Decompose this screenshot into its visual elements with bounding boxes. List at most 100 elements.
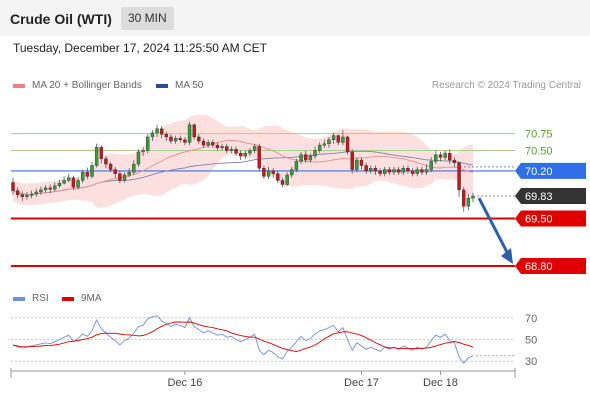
level-tag-69-83: 69.83 [515,188,586,205]
candle [29,190,34,199]
candle-body [169,136,173,142]
candle-body [248,150,252,154]
candle [322,139,327,148]
candle-body [220,146,224,149]
candle-body [392,169,396,173]
candle [150,130,155,142]
candle [317,142,322,154]
candle [434,150,438,165]
candle [57,179,62,188]
candle [141,147,145,156]
candle-body [173,138,178,142]
candle-body [415,169,419,174]
candle-body [80,172,85,181]
candle [15,187,20,199]
candle-body [94,146,99,166]
candle-body [187,124,192,143]
candle [429,157,433,173]
candle-body [243,153,248,157]
candle-body [429,161,433,170]
candle-body [313,150,317,157]
candle-body [150,132,155,138]
candle-body [373,168,378,172]
candle [248,147,252,156]
candle-body [43,187,48,191]
candle-body [48,187,52,190]
candle-body [62,180,66,184]
candle [192,123,196,140]
candle [146,134,150,154]
candle-body [396,169,401,173]
candle [183,136,187,146]
candle-body [308,155,313,161]
candle-body [378,170,382,174]
candle [448,149,452,165]
rsi-ma9-line [12,321,474,352]
candle [443,150,447,161]
x-tick-label: Dec 17 [344,377,379,389]
candle-body [113,169,117,174]
candle-body [331,135,336,140]
candle-body [345,136,350,153]
candle-body [466,197,471,207]
candle-body [11,182,15,191]
candle-body [294,161,299,170]
x-tick-label: Dec 18 [423,377,458,389]
candle [62,176,66,185]
candle-body [141,150,145,153]
candle [90,162,94,179]
candle-body [76,180,80,188]
bollinger-band-area [13,114,473,208]
candle-body [159,128,164,135]
candle [392,166,396,175]
level-tag-68-80: 68.80 [515,258,586,275]
candle [48,184,52,194]
candle [345,135,350,155]
ma50-legend-label: MA 50 [175,80,204,91]
candle [252,143,257,154]
candle-body [280,180,285,185]
level-tag-text: 69.83 [525,191,553,203]
candle-body [452,159,457,163]
ma20-legend-label: MA 20 + Bollinger Bands [32,80,142,91]
candle [299,151,303,165]
candle-body [434,154,438,162]
candle-body [383,169,387,174]
candle [118,170,122,184]
candle [257,143,261,171]
candle [396,166,401,175]
candle [229,146,234,154]
level-tag-text: 68.80 [525,261,553,273]
candle [285,172,289,186]
candle-body [276,173,280,181]
candle [164,131,169,142]
candle [359,157,364,170]
candle [225,143,229,154]
candle [211,139,215,148]
candle-body [369,168,373,172]
candle-body [57,182,62,187]
candle-body [39,189,43,193]
candle-body [327,139,331,144]
timeframe-badge[interactable]: 30 MIN [121,7,174,30]
candle-body [257,146,261,169]
candle [108,162,113,173]
candle-body [290,169,294,176]
candle-body [252,146,257,151]
candle [266,166,271,180]
candle [341,130,345,146]
candle [238,150,243,161]
rsi-level-label-30: 30 [525,356,537,368]
candle-body [234,148,238,154]
candle [350,149,354,174]
candle [39,186,43,195]
candle-body [350,151,354,170]
candle [80,169,85,184]
forecast-arrow-head [501,248,513,265]
candle-body [127,172,131,176]
candle [331,132,336,144]
candle-body [355,159,359,170]
candle [132,160,136,175]
candle-body [155,128,159,134]
candle [11,177,15,195]
